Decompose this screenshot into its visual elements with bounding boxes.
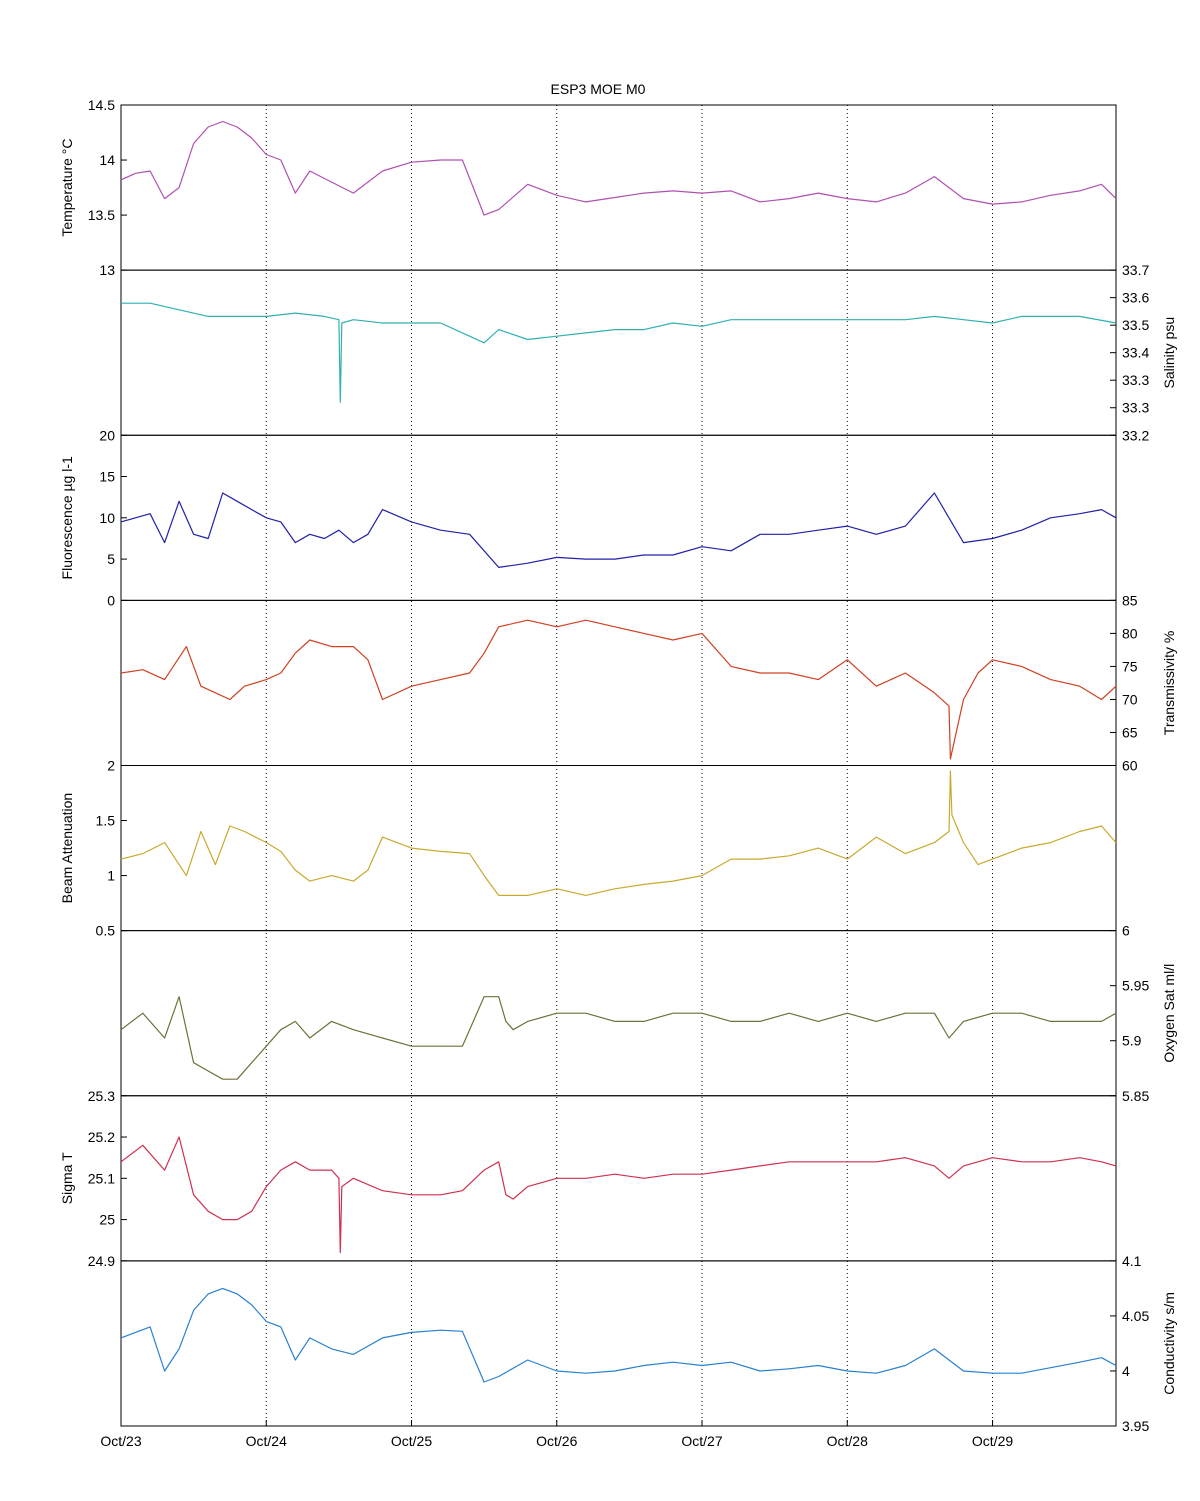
y-tick-label: 13 [99, 262, 115, 278]
panel-4: 60 65 70 75 80 85 Transmissivity % [120, 592, 1177, 774]
y-tick-label: 5.9 [1122, 1033, 1142, 1049]
y-tick-label: 33.6 [1122, 290, 1149, 306]
y-tick-label: 25 [99, 1212, 115, 1228]
series-line [120, 619, 1117, 760]
y-tick-label: 0 [107, 592, 115, 608]
y-tick-label: 75 [1122, 658, 1138, 674]
y-tick-label: 33.3 [1122, 400, 1149, 416]
y-axis-label: Salinity psu [1161, 317, 1177, 389]
chart-title: ESP3 MOE M0 [551, 81, 646, 97]
panel-frame [120, 1260, 1117, 1427]
y-tick-label: 24.9 [88, 1253, 115, 1269]
y-tick-label: 25.1 [88, 1170, 115, 1186]
y-tick-label: 13.5 [88, 207, 115, 223]
y-tick-label: 1.5 [96, 813, 116, 829]
panel-frame [120, 930, 1117, 1097]
series-line [120, 1287, 1117, 1383]
y-tick-label: 33.3 [1122, 372, 1149, 388]
y-tick-label: 70 [1122, 691, 1138, 707]
y-tick-label: 14.5 [88, 97, 115, 113]
y-tick-label: 14 [99, 152, 115, 168]
panel-6: 5.85 5.9 5.95 6 Oxygen Sat ml/l [120, 923, 1177, 1104]
y-axis-label: Sigma T [59, 1152, 75, 1204]
y-axis-label: Fluorescence µg l-1 [59, 456, 75, 579]
y-tick-label: 85 [1122, 592, 1138, 608]
x-tick-label: Oct/24 [246, 1433, 287, 1449]
y-tick-label: 5.95 [1122, 978, 1149, 994]
y-axis-label: Oxygen Sat ml/l [1161, 964, 1177, 1063]
x-tick-label: Oct/27 [681, 1433, 722, 1449]
series-line [120, 492, 1117, 568]
series-line [120, 996, 1117, 1080]
y-tick-label: 5 [107, 551, 115, 567]
x-tick-label: Oct/29 [972, 1433, 1013, 1449]
y-tick-label: 3.95 [1122, 1418, 1149, 1434]
y-tick-label: 4.1 [1122, 1253, 1142, 1269]
series-line [120, 1136, 1117, 1254]
y-axis-label: Conductivity s/m [1161, 1292, 1177, 1395]
y-axis-label: Beam Attenuation [59, 793, 75, 904]
y-tick-label: 60 [1122, 758, 1138, 774]
y-tick-label: 10 [99, 510, 115, 526]
panel-frame [120, 434, 1117, 601]
y-axis-label: Temperature °C [59, 138, 75, 236]
x-tick-label: Oct/26 [536, 1433, 577, 1449]
panel-2: 33.2 33.3 33.3 33.4 33.5 33.6 33.7 Salinity psu [120, 262, 1177, 443]
y-axis-label: Transmissivity % [1161, 631, 1177, 736]
panel-frame [120, 104, 1117, 271]
panel-7: 24.9 25 25.1 25.2 25.3 Sigma T [59, 1088, 1117, 1269]
y-tick-label: 4 [1122, 1363, 1130, 1379]
y-tick-label: 6 [1122, 923, 1130, 939]
y-tick-label: 33.2 [1122, 427, 1149, 443]
y-tick-label: 0.5 [96, 923, 116, 939]
x-axis: Oct/23 Oct/24 Oct/25 Oct/26 Oct/27 Oct/28 Oct/… [100, 1420, 1013, 1449]
y-tick-label: 2 [107, 758, 115, 774]
panel-frame [120, 269, 1117, 436]
x-tick-label: Oct/23 [100, 1433, 141, 1449]
y-tick-label: 65 [1122, 724, 1138, 740]
x-tick-label: Oct/25 [391, 1433, 432, 1449]
y-tick-label: 20 [99, 427, 115, 443]
panel-frame [120, 1095, 1117, 1262]
y-tick-label: 33.4 [1122, 345, 1149, 361]
panel-1: 13 13.5 14 14.5 Temperature °C [59, 97, 1117, 278]
panel-3: 0 5 10 15 20 Fluorescence µg l-1 [59, 427, 1117, 608]
y-tick-label: 1 [107, 868, 115, 884]
y-tick-label: 15 [99, 469, 115, 485]
series-line [120, 770, 1117, 896]
y-tick-label: 25.3 [88, 1088, 115, 1104]
panel-frame [120, 599, 1117, 766]
series-line [121, 302, 1117, 403]
y-tick-label: 80 [1122, 625, 1138, 641]
y-tick-label: 33.7 [1122, 262, 1149, 278]
x-tick-label: Oct/28 [827, 1433, 868, 1449]
series-line [120, 120, 1117, 216]
y-tick-label: 33.5 [1122, 317, 1149, 333]
panel-8: 3.95 4 4.05 4.1 Conductivity s/m [120, 1253, 1177, 1434]
y-tick-label: 5.85 [1122, 1088, 1149, 1104]
panel-5: 0.5 1 1.5 2 Beam Attenuation [59, 758, 1117, 939]
y-tick-label: 4.05 [1122, 1308, 1149, 1324]
y-tick-label: 25.2 [88, 1129, 115, 1145]
